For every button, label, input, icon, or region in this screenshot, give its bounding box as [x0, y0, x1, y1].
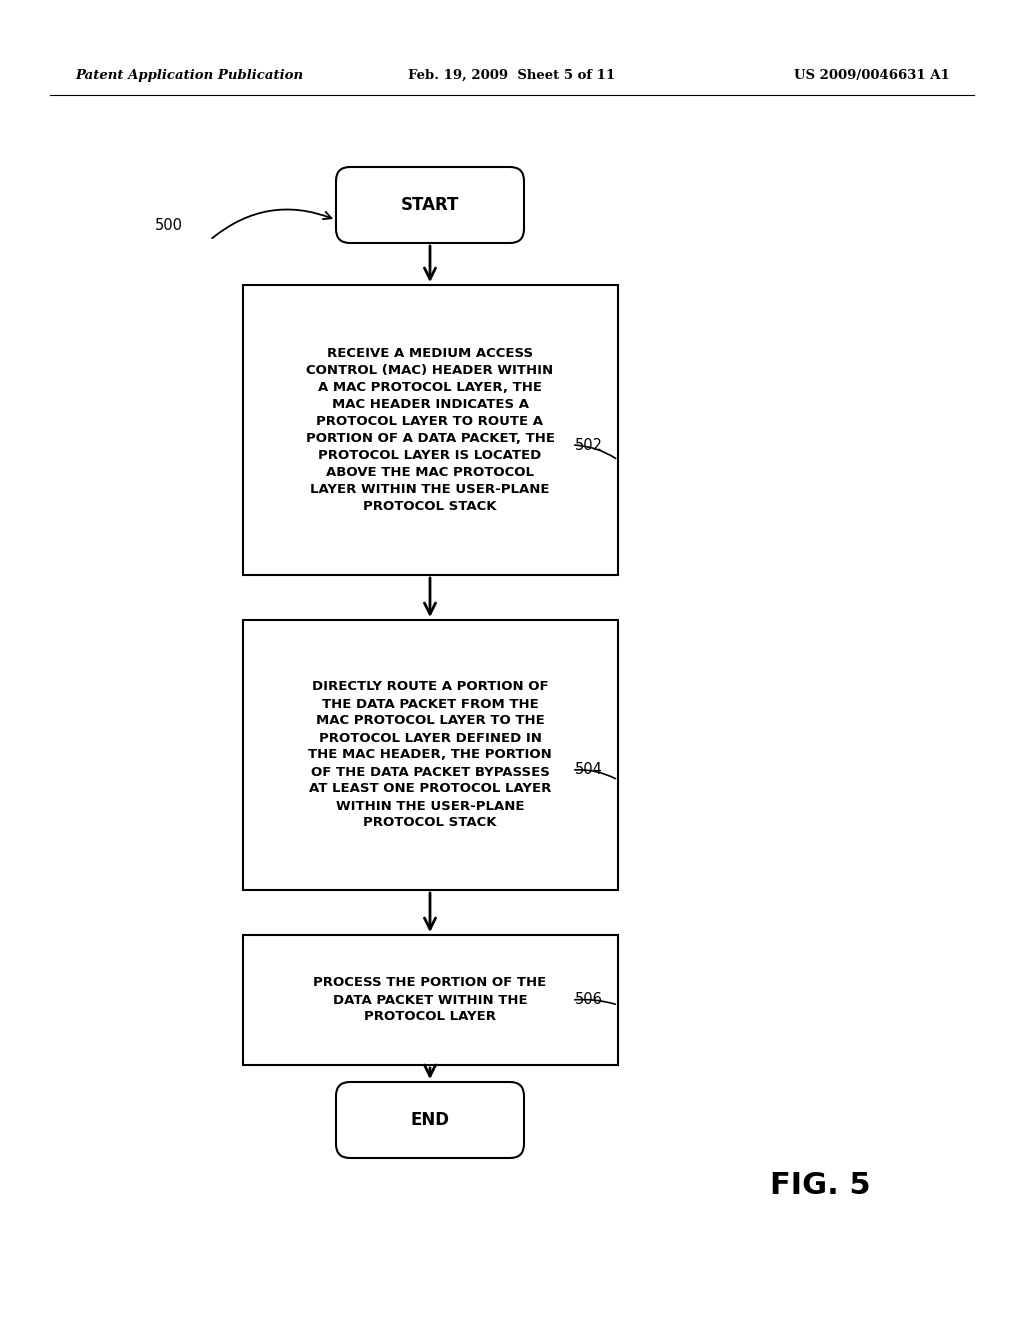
- Text: 504: 504: [575, 763, 603, 777]
- FancyBboxPatch shape: [336, 168, 524, 243]
- Text: Feb. 19, 2009  Sheet 5 of 11: Feb. 19, 2009 Sheet 5 of 11: [409, 69, 615, 82]
- Text: PROCESS THE PORTION OF THE
DATA PACKET WITHIN THE
PROTOCOL LAYER: PROCESS THE PORTION OF THE DATA PACKET W…: [313, 977, 547, 1023]
- Text: END: END: [411, 1111, 450, 1129]
- Text: START: START: [400, 195, 459, 214]
- Text: 502: 502: [575, 437, 603, 453]
- Text: 500: 500: [155, 218, 183, 232]
- Text: FIG. 5: FIG. 5: [770, 1171, 870, 1200]
- Text: 506: 506: [575, 993, 603, 1007]
- Text: RECEIVE A MEDIUM ACCESS
CONTROL (MAC) HEADER WITHIN
A MAC PROTOCOL LAYER, THE
MA: RECEIVE A MEDIUM ACCESS CONTROL (MAC) HE…: [305, 347, 555, 513]
- FancyBboxPatch shape: [336, 1082, 524, 1158]
- Text: DIRECTLY ROUTE A PORTION OF
THE DATA PACKET FROM THE
MAC PROTOCOL LAYER TO THE
P: DIRECTLY ROUTE A PORTION OF THE DATA PAC…: [308, 681, 552, 829]
- Text: US 2009/0046631 A1: US 2009/0046631 A1: [795, 69, 950, 82]
- FancyBboxPatch shape: [243, 935, 618, 1065]
- Text: Patent Application Publication: Patent Application Publication: [75, 69, 303, 82]
- FancyBboxPatch shape: [243, 620, 618, 890]
- FancyBboxPatch shape: [243, 285, 618, 576]
